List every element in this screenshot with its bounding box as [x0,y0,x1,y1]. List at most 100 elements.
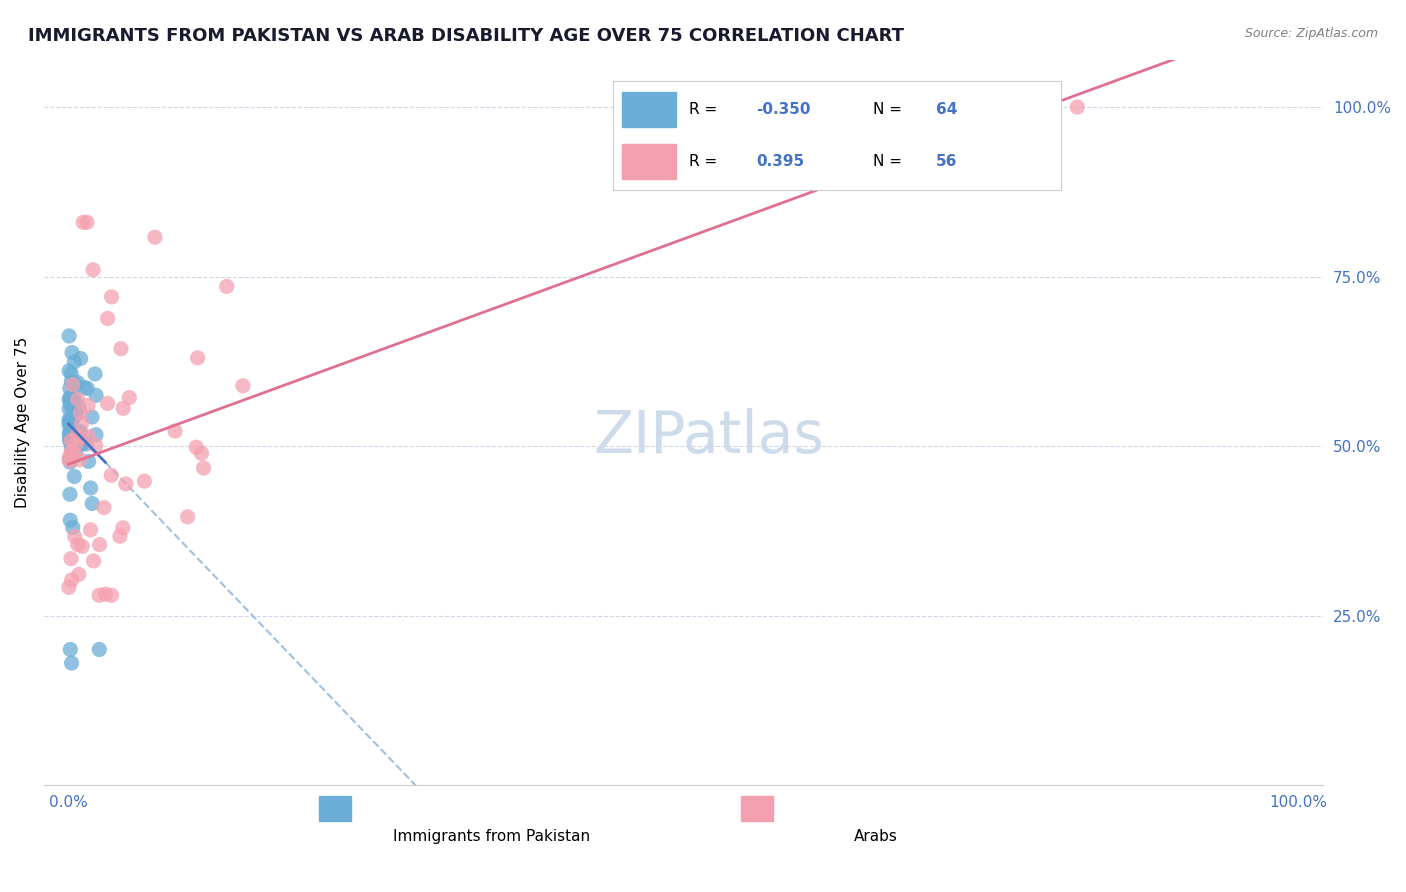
Point [66,537,89,551]
Point [59,414,82,428]
Point [94,587,117,601]
Point [215,279,238,293]
Point [63,447,86,461]
Point [83,554,105,568]
Point [58,329,80,343]
Point [58,412,80,426]
Point [65,408,87,422]
Point [84,367,107,381]
Point [89,588,111,602]
Point [97,311,120,326]
Point [62,395,84,409]
Point [59,390,82,404]
Point [193,461,215,475]
Point [59,449,82,463]
Point [58,401,80,416]
Point [176,509,198,524]
Point [65,408,87,422]
Point [93,500,115,515]
Point [70,431,93,445]
Point [66,392,89,407]
Point [232,379,254,393]
Point [62,410,84,425]
Point [60,453,83,467]
Point [59,381,82,395]
Point [60,392,83,407]
Point [59,513,82,527]
Text: Arabs: Arabs [853,829,897,844]
Point [190,446,212,460]
Point [60,444,83,458]
Point [69,425,91,439]
Point [63,376,86,391]
Point [59,434,82,448]
Point [60,424,83,438]
Point [58,364,80,378]
Point [59,435,82,450]
Point [60,375,83,389]
Point [59,451,82,466]
Point [62,377,84,392]
Point [60,345,83,359]
Point [60,401,83,415]
Point [59,551,82,566]
Point [79,523,101,537]
Point [67,567,90,582]
Point [60,656,83,670]
Point [66,428,89,442]
Point [59,487,82,501]
Point [66,425,89,440]
Point [60,441,83,455]
Point [65,445,87,459]
Point [100,468,122,483]
Point [76,215,98,229]
Point [114,477,136,491]
Point [59,455,82,469]
Point [100,290,122,304]
Point [77,399,100,413]
Bar [741,796,773,822]
Point [66,376,89,390]
Point [100,588,122,602]
Text: Source: ZipAtlas.com: Source: ZipAtlas.com [1244,27,1378,40]
Point [58,580,80,594]
Point [77,454,100,468]
Point [63,530,86,544]
Point [60,394,83,409]
Point [63,398,86,412]
Point [58,392,80,407]
Point [186,440,208,454]
Point [111,521,134,535]
Point [89,642,111,657]
Point [77,429,100,443]
Point [79,481,101,495]
Point [60,434,83,448]
Point [69,452,91,467]
Point [69,406,91,420]
Text: ZIPatlas: ZIPatlas [593,409,824,466]
Text: IMMIGRANTS FROM PAKISTAN VS ARAB DISABILITY AGE OVER 75 CORRELATION CHART: IMMIGRANTS FROM PAKISTAN VS ARAB DISABIL… [28,27,904,45]
Point [62,412,84,426]
Point [72,539,94,553]
Point [76,381,98,395]
Point [110,342,132,356]
Point [143,230,166,244]
Point [63,389,86,403]
Point [58,426,80,441]
Point [134,474,156,488]
Point [72,436,94,450]
Point [96,396,118,410]
Point [70,417,93,431]
Point [58,417,80,432]
Point [65,397,87,411]
Point [75,437,97,451]
Point [65,437,87,451]
Point [60,367,83,381]
Point [89,538,111,552]
Point [112,401,135,416]
Point [163,424,186,438]
Point [58,415,80,429]
Point [80,410,103,425]
Point [63,469,86,483]
Point [59,642,82,657]
